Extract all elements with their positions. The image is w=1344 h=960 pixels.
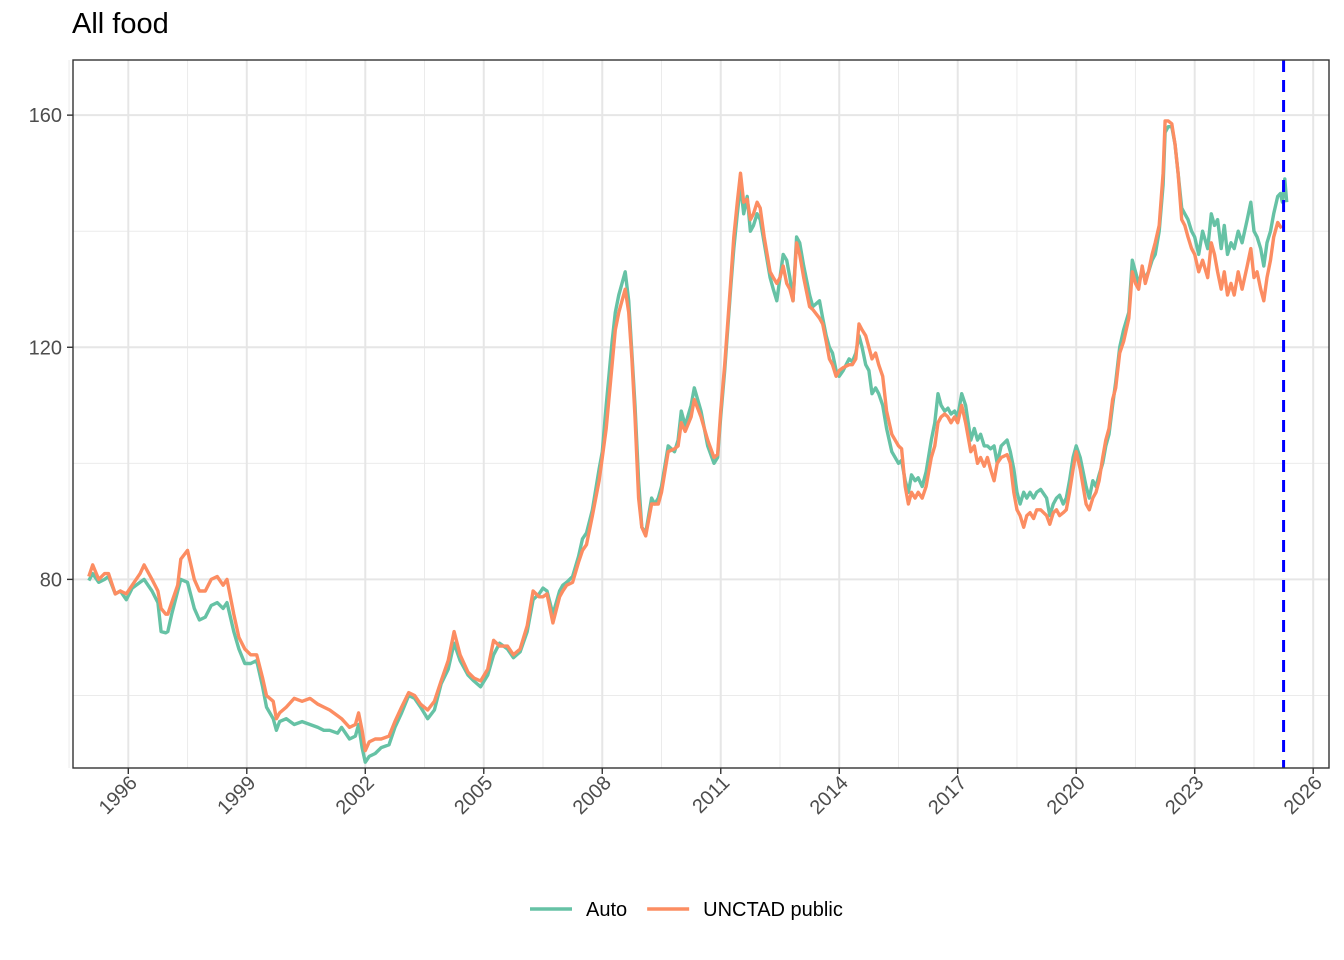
minor-gridlines bbox=[68, 60, 1329, 768]
x-tick-label: 2017 bbox=[924, 772, 971, 819]
legend-label-unctad-public: UNCTAD public bbox=[703, 899, 843, 921]
x-tick-label: 1999 bbox=[213, 772, 260, 819]
x-tick-label: 2005 bbox=[450, 772, 497, 819]
series-line-unctad-public bbox=[87, 119, 1284, 753]
x-axis: 1996 1999 2002 2005 2008 2011 2014 2017 2020 2023… bbox=[95, 768, 1327, 819]
y-tick-label: 80 bbox=[40, 569, 62, 591]
legend: Auto UNCTAD public bbox=[530, 899, 843, 921]
x-tick-label: 2002 bbox=[332, 772, 379, 819]
x-tick-label: 1996 bbox=[95, 772, 142, 819]
x-tick-label: 2014 bbox=[806, 772, 853, 819]
x-tick-label: 2011 bbox=[688, 772, 734, 818]
chart-title: All food bbox=[72, 8, 169, 40]
x-tick-label: 2008 bbox=[569, 772, 616, 819]
y-axis: 80 120 160 bbox=[29, 105, 73, 591]
x-tick-label: 2020 bbox=[1043, 772, 1090, 819]
panel-border bbox=[72, 59, 1330, 769]
legend-label-auto: Auto bbox=[586, 899, 627, 921]
series-layer bbox=[87, 119, 1289, 764]
y-tick-label: 120 bbox=[29, 337, 62, 359]
x-tick-label: 2026 bbox=[1280, 772, 1327, 819]
y-tick-label: 160 bbox=[29, 105, 62, 127]
x-tick-label: 2023 bbox=[1161, 772, 1208, 819]
